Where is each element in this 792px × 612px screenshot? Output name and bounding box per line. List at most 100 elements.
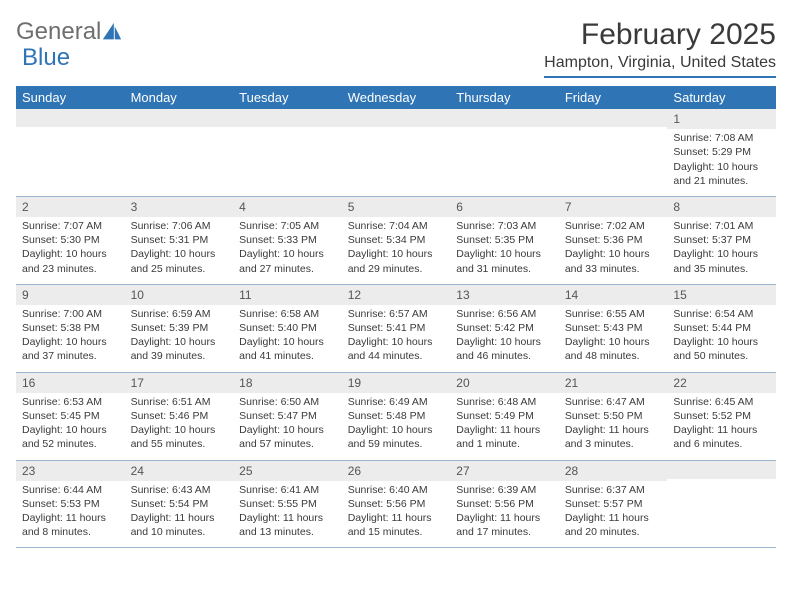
daylight-text: Daylight: 10 hours and 23 minutes.: [22, 247, 119, 275]
day-number: 2: [16, 197, 125, 217]
sunset-text: Sunset: 5:55 PM: [239, 497, 336, 511]
sunset-text: Sunset: 5:35 PM: [456, 233, 553, 247]
daylight-text: Daylight: 10 hours and 48 minutes.: [565, 335, 662, 363]
sunrise-text: Sunrise: 7:04 AM: [348, 219, 445, 233]
day-number: 4: [233, 197, 342, 217]
location: Hampton, Virginia, United States: [544, 54, 776, 78]
daylight-text: Daylight: 11 hours and 8 minutes.: [22, 511, 119, 539]
month-title: February 2025: [544, 18, 776, 52]
day-number: [233, 109, 342, 127]
sunset-text: Sunset: 5:38 PM: [22, 321, 119, 335]
day-number: 19: [342, 373, 451, 393]
day-header-row: Sunday Monday Tuesday Wednesday Thursday…: [16, 86, 776, 109]
sunset-text: Sunset: 5:56 PM: [348, 497, 445, 511]
daylight-text: Daylight: 11 hours and 13 minutes.: [239, 511, 336, 539]
day-number: 13: [450, 285, 559, 305]
daylight-text: Daylight: 11 hours and 15 minutes.: [348, 511, 445, 539]
calendar-cell: 18Sunrise: 6:50 AMSunset: 5:47 PMDayligh…: [233, 373, 342, 460]
sunset-text: Sunset: 5:54 PM: [131, 497, 228, 511]
sunrise-text: Sunrise: 6:50 AM: [239, 395, 336, 409]
brand-part1: General: [16, 18, 101, 46]
sunrise-text: Sunrise: 6:39 AM: [456, 483, 553, 497]
sunset-text: Sunset: 5:48 PM: [348, 409, 445, 423]
calendar-cell: [450, 109, 559, 196]
sunset-text: Sunset: 5:36 PM: [565, 233, 662, 247]
sunrise-text: Sunrise: 6:47 AM: [565, 395, 662, 409]
calendar-week: 16Sunrise: 6:53 AMSunset: 5:45 PMDayligh…: [16, 373, 776, 461]
calendar-cell: 23Sunrise: 6:44 AMSunset: 5:53 PMDayligh…: [16, 461, 125, 548]
calendar-cell: 4Sunrise: 7:05 AMSunset: 5:33 PMDaylight…: [233, 197, 342, 284]
day-number: 10: [125, 285, 234, 305]
day-number: 27: [450, 461, 559, 481]
sunset-text: Sunset: 5:37 PM: [673, 233, 770, 247]
day-number: [667, 461, 776, 479]
sunrise-text: Sunrise: 6:57 AM: [348, 307, 445, 321]
sunrise-text: Sunrise: 6:58 AM: [239, 307, 336, 321]
calendar-week: 2Sunrise: 7:07 AMSunset: 5:30 PMDaylight…: [16, 197, 776, 285]
calendar-cell: 12Sunrise: 6:57 AMSunset: 5:41 PMDayligh…: [342, 285, 451, 372]
daylight-text: Daylight: 10 hours and 55 minutes.: [131, 423, 228, 451]
sunrise-text: Sunrise: 7:08 AM: [673, 131, 770, 145]
brand-logo: General: [16, 18, 125, 46]
day-header: Thursday: [450, 86, 559, 109]
calendar-cell: 21Sunrise: 6:47 AMSunset: 5:50 PMDayligh…: [559, 373, 668, 460]
sunset-text: Sunset: 5:44 PM: [673, 321, 770, 335]
calendar-cell: [342, 109, 451, 196]
calendar-cell: 14 Sunrise: 6:55 AMSunset: 5:43 PMDayligh…: [559, 285, 668, 372]
daylight-text: Daylight: 10 hours and 21 minutes.: [673, 160, 770, 188]
day-number: 25: [233, 461, 342, 481]
day-number: [16, 109, 125, 127]
calendar-cell: 9Sunrise: 7:00 AMSunset: 5:38 PMDaylight…: [16, 285, 125, 372]
calendar-week: 1Sunrise: 7:08 AMSunset: 5:29 PMDaylight…: [16, 109, 776, 197]
day-number: 1: [667, 109, 776, 129]
sunrise-text: Sunrise: 6:55 AM: [565, 307, 662, 321]
day-number: 14: [559, 285, 668, 305]
calendar-cell: 5Sunrise: 7:04 AMSunset: 5:34 PMDaylight…: [342, 197, 451, 284]
daylight-text: Daylight: 10 hours and 37 minutes.: [22, 335, 119, 363]
day-number: 28: [559, 461, 668, 481]
sunrise-text: Sunrise: 7:07 AM: [22, 219, 119, 233]
calendar-cell: 17Sunrise: 6:51 AMSunset: 5:46 PMDayligh…: [125, 373, 234, 460]
calendar-cell: 10Sunrise: 6:59 AMSunset: 5:39 PMDayligh…: [125, 285, 234, 372]
calendar: Sunday Monday Tuesday Wednesday Thursday…: [16, 86, 776, 548]
calendar-cell: 8Sunrise: 7:01 AMSunset: 5:37 PMDaylight…: [667, 197, 776, 284]
daylight-text: Daylight: 10 hours and 41 minutes.: [239, 335, 336, 363]
day-number: [559, 109, 668, 127]
sunset-text: Sunset: 5:49 PM: [456, 409, 553, 423]
calendar-week: 23Sunrise: 6:44 AMSunset: 5:53 PMDayligh…: [16, 461, 776, 549]
sunset-text: Sunset: 5:34 PM: [348, 233, 445, 247]
daylight-text: Daylight: 10 hours and 57 minutes.: [239, 423, 336, 451]
sunset-text: Sunset: 5:57 PM: [565, 497, 662, 511]
sunrise-text: Sunrise: 7:03 AM: [456, 219, 553, 233]
calendar-cell: 24Sunrise: 6:43 AMSunset: 5:54 PMDayligh…: [125, 461, 234, 548]
day-number: 24: [125, 461, 234, 481]
sunrise-text: Sunrise: 6:45 AM: [673, 395, 770, 409]
day-header: Sunday: [16, 86, 125, 109]
sunrise-text: Sunrise: 7:02 AM: [565, 219, 662, 233]
sunrise-text: Sunrise: 6:43 AM: [131, 483, 228, 497]
sunset-text: Sunset: 5:43 PM: [565, 321, 662, 335]
calendar-cell: 20Sunrise: 6:48 AMSunset: 5:49 PMDayligh…: [450, 373, 559, 460]
calendar-cell: 11Sunrise: 6:58 AMSunset: 5:40 PMDayligh…: [233, 285, 342, 372]
sunset-text: Sunset: 5:53 PM: [22, 497, 119, 511]
daylight-text: Daylight: 11 hours and 1 minute.: [456, 423, 553, 451]
sunset-text: Sunset: 5:56 PM: [456, 497, 553, 511]
sunrise-text: Sunrise: 6:51 AM: [131, 395, 228, 409]
day-number: 8: [667, 197, 776, 217]
sunrise-text: Sunrise: 6:41 AM: [239, 483, 336, 497]
calendar-cell: 22Sunrise: 6:45 AMSunset: 5:52 PMDayligh…: [667, 373, 776, 460]
sunrise-text: Sunrise: 7:06 AM: [131, 219, 228, 233]
day-number: 17: [125, 373, 234, 393]
day-number: 20: [450, 373, 559, 393]
day-number: [450, 109, 559, 127]
calendar-week: 9Sunrise: 7:00 AMSunset: 5:38 PMDaylight…: [16, 285, 776, 373]
calendar-cell: [16, 109, 125, 196]
day-header: Saturday: [667, 86, 776, 109]
daylight-text: Daylight: 11 hours and 17 minutes.: [456, 511, 553, 539]
sail-icon: [101, 21, 123, 43]
day-number: 12: [342, 285, 451, 305]
sunset-text: Sunset: 5:52 PM: [673, 409, 770, 423]
calendar-cell: 13Sunrise: 6:56 AMSunset: 5:42 PMDayligh…: [450, 285, 559, 372]
sunset-text: Sunset: 5:31 PM: [131, 233, 228, 247]
day-header: Tuesday: [233, 86, 342, 109]
